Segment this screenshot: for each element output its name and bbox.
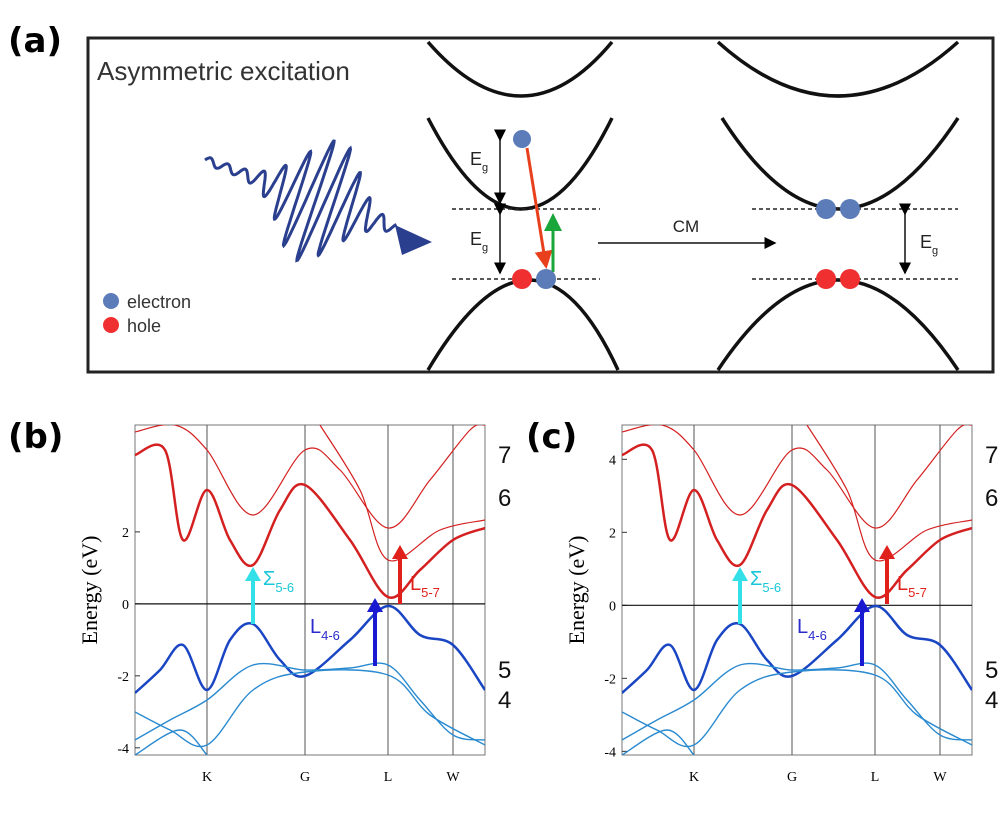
band-label: 5 <box>985 657 998 684</box>
y-tick-label: 2 <box>609 526 616 541</box>
pulse-arrowhead <box>395 225 432 255</box>
transition-subscript: 5-7 <box>908 585 927 600</box>
transition-symbol: L <box>897 573 908 595</box>
y-tick-label: 0 <box>609 599 616 614</box>
x-tick-label: W <box>446 770 460 785</box>
transition-symbol: L <box>797 616 808 638</box>
process-label: CM <box>673 217 699 236</box>
x-tick-label: W <box>933 770 947 785</box>
band-label: 6 <box>985 485 998 512</box>
band <box>135 669 485 748</box>
arrowhead <box>854 598 870 612</box>
arrowhead <box>732 567 748 581</box>
transition-subscript: 5-6 <box>762 580 781 595</box>
legend-label: electron <box>127 292 191 312</box>
band-label: 4 <box>985 687 998 714</box>
legend-label: hole <box>127 316 161 336</box>
transition-label: L5-7 <box>410 573 440 600</box>
arrowhead <box>392 545 408 559</box>
x-tick-label: G <box>300 770 310 785</box>
bands <box>135 425 485 755</box>
transition-label: L5-7 <box>897 573 927 600</box>
panel-title: Asymmetric excitation <box>97 56 350 86</box>
x-tick-label: K <box>202 770 212 785</box>
plot-frame <box>621 424 973 756</box>
band-label: 7 <box>985 442 998 469</box>
x-tick-label: L <box>384 770 393 785</box>
transition-symbol: L <box>410 573 421 595</box>
band-label: 4 <box>498 687 511 714</box>
panel-label: (a) <box>8 21 62 61</box>
band-label: 7 <box>498 442 511 469</box>
x-tick-label: G <box>787 770 797 785</box>
arrowhead <box>245 567 261 581</box>
y-tick-label: 0 <box>122 598 129 613</box>
gap-label: Eg <box>920 232 938 257</box>
carriers <box>512 130 860 289</box>
y-tick-label: 4 <box>609 453 616 468</box>
transition-symbol: L <box>310 616 321 638</box>
transition-symbol: Σ <box>263 568 275 590</box>
band <box>135 425 485 529</box>
bands <box>622 425 972 755</box>
band-label: 5 <box>498 657 511 684</box>
band <box>135 604 485 694</box>
band-label: 6 <box>498 485 511 512</box>
transition-subscript: 4-6 <box>808 628 827 643</box>
y-tick-label: -4 <box>604 745 616 760</box>
gap-arrows <box>494 129 911 275</box>
band-diagram <box>426 40 960 371</box>
light-pulse <box>204 139 398 263</box>
x-tick-label: L <box>871 770 880 785</box>
y-axis-label: Energy (eV) <box>564 536 589 645</box>
x-tick-label: K <box>689 770 699 785</box>
y-tick-label: -2 <box>117 670 129 685</box>
transition-label: Σ5-6 <box>263 568 294 595</box>
gap-label: Eg <box>470 229 488 254</box>
panel-frame <box>86 36 995 374</box>
transition-subscript: 5-6 <box>275 580 294 595</box>
y-axis-label: Energy (eV) <box>77 536 102 645</box>
band <box>622 425 972 529</box>
band <box>135 729 208 755</box>
transition-label: L4-6 <box>310 616 340 643</box>
legend-electron-icon <box>103 293 119 309</box>
arrowhead <box>879 545 895 559</box>
band <box>135 443 485 599</box>
transition-symbol: Σ <box>750 568 762 590</box>
transition-label: Σ5-6 <box>750 568 781 595</box>
y-tick-label: -4 <box>117 742 129 757</box>
transition-subscript: 4-6 <box>321 628 340 643</box>
transition-subscript: 5-7 <box>421 585 440 600</box>
gap-label: Eg <box>470 149 488 174</box>
band <box>622 669 972 748</box>
plot-frame <box>134 424 486 756</box>
band <box>622 604 972 694</box>
arrowhead <box>367 598 383 612</box>
panel-label: (c) <box>526 417 577 457</box>
y-tick-label: 2 <box>122 526 129 541</box>
band <box>622 729 695 755</box>
band <box>806 425 972 562</box>
panel-label: (b) <box>8 417 63 457</box>
level-lines <box>452 208 958 280</box>
band <box>622 443 972 599</box>
transition-label: L4-6 <box>797 616 827 643</box>
legend-hole-icon <box>103 317 119 333</box>
transition-arrow <box>525 147 553 269</box>
band <box>319 425 485 562</box>
y-tick-label: -2 <box>604 672 616 687</box>
